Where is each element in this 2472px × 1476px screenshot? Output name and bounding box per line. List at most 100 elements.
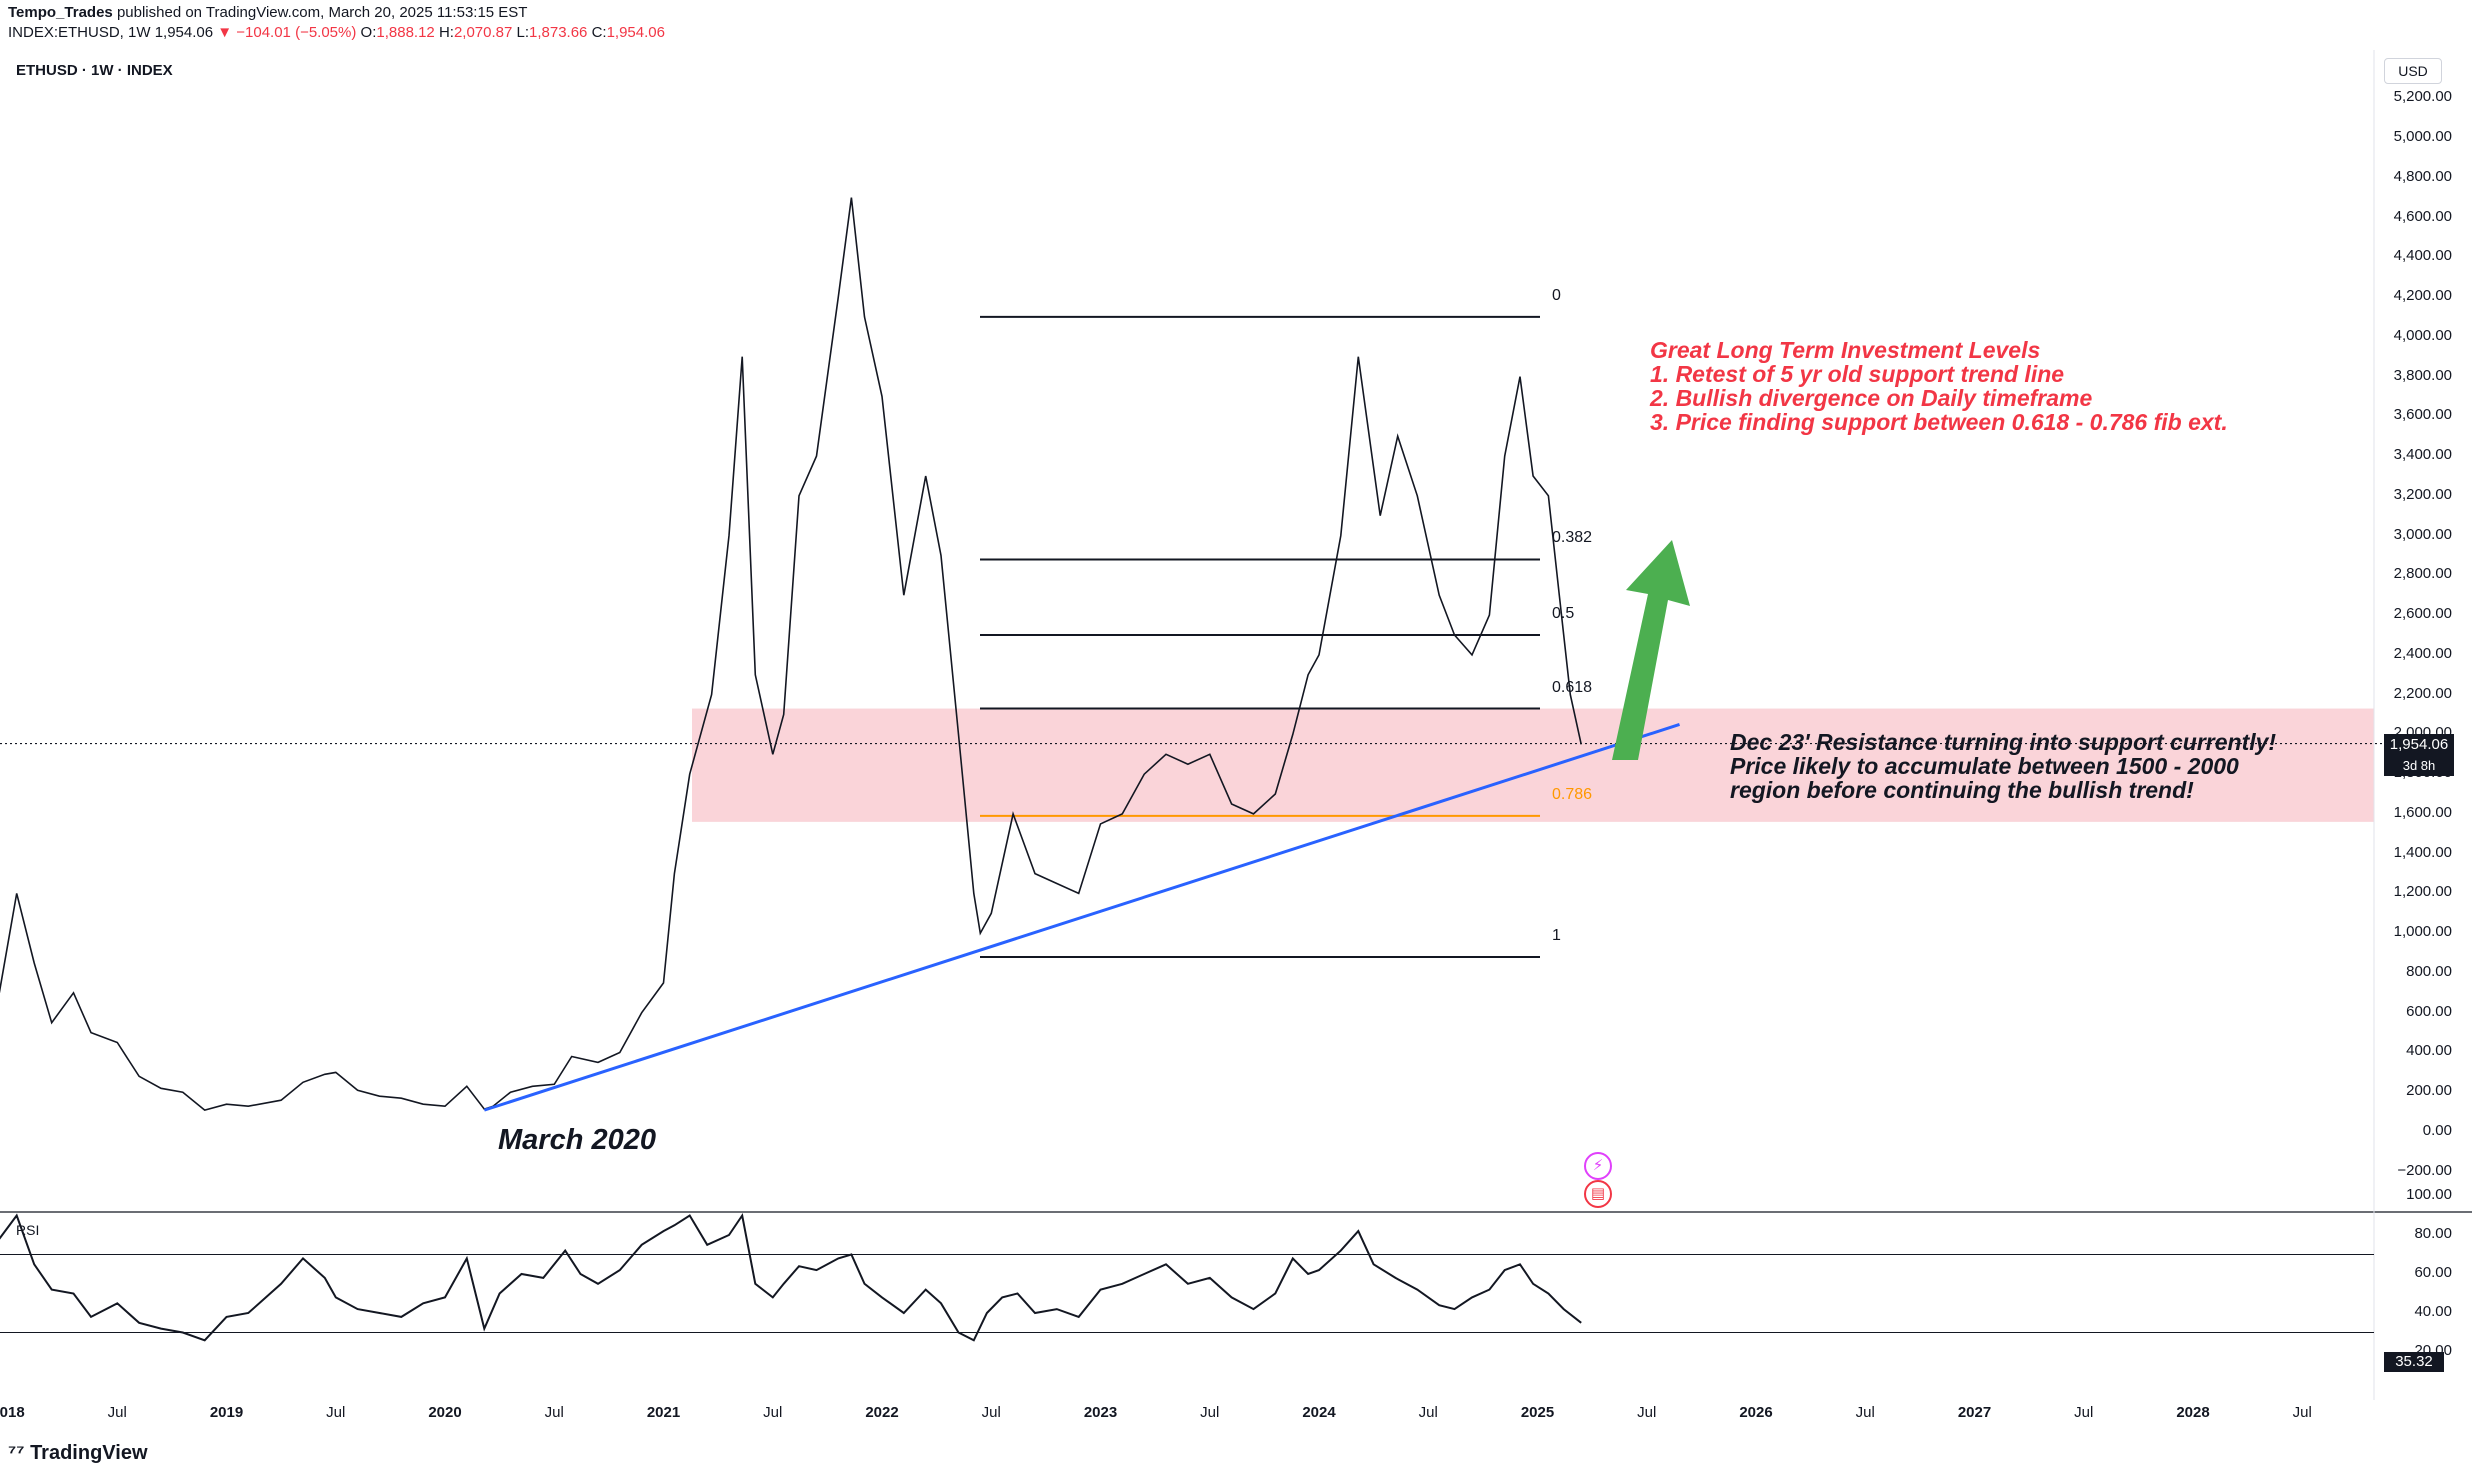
note-line: 2. Bullish divergence on Daily timeframe — [1650, 385, 2093, 411]
last-price: 1,954.06 — [154, 24, 214, 41]
price-tick-label: 1,600.00 — [2393, 803, 2452, 821]
price-tick-label: 2,800.00 — [2393, 565, 2452, 583]
publish-info: Tempo_Trades published on TradingView.co… — [8, 4, 527, 21]
close-label: C: — [591, 24, 607, 41]
time-tick-label: Jul — [544, 1404, 564, 1421]
time-tick-label: Jul — [1200, 1404, 1220, 1421]
high-value: 2,070.87 — [453, 24, 513, 41]
time-tick-label: Jul — [326, 1404, 346, 1421]
rsi-tick-label: 80.00 — [2414, 1225, 2452, 1242]
high-label: H: — [438, 24, 454, 41]
price-tick-label: 800.00 — [2406, 962, 2452, 980]
time-tick-label: Jul — [1855, 1404, 1875, 1421]
lightning-icon[interactable]: ⚡ — [1584, 1152, 1612, 1180]
fib-level-label: 0.382 — [1552, 529, 1593, 547]
time-tick-label: 2026 — [1739, 1404, 1773, 1421]
note-line: 3. Price finding support between 0.618 -… — [1650, 409, 2228, 435]
support-zone — [692, 708, 2374, 822]
price-tick-label: 3,600.00 — [2393, 406, 2452, 424]
brand-name: TradingView — [30, 1442, 148, 1464]
close-value: 1,954.06 — [606, 24, 665, 41]
price-tick-label: 5,200.00 — [2393, 88, 2452, 106]
last-price-tag: 1,954.06 — [2384, 734, 2454, 756]
time-tick-label: Jul — [2074, 1404, 2094, 1421]
note-line: Great Long Term Investment Levels — [1650, 337, 2041, 363]
price-tick-label: 3,800.00 — [2393, 366, 2452, 384]
chart-legend-title[interactable]: ETHUSD · 1W · INDEX — [16, 62, 173, 79]
time-tick-label: 2018 — [0, 1404, 25, 1421]
price-tick-label: 3,200.00 — [2393, 485, 2452, 503]
price-tick-label: 1,200.00 — [2393, 883, 2452, 901]
price-tick-label: 4,600.00 — [2393, 207, 2452, 225]
price-tick-label: −200.00 — [2397, 1161, 2452, 1179]
time-tick-label: 2024 — [1302, 1404, 1336, 1421]
time-tick-label: 2019 — [209, 1404, 244, 1421]
time-tick-label: 2027 — [1957, 1404, 1992, 1421]
rsi-series — [0, 1212, 1582, 1342]
bullish-arrow[interactable] — [1612, 540, 1690, 760]
price-tick-label: 0.00 — [2422, 1122, 2452, 1139]
price-tick-label: 600.00 — [2406, 1002, 2452, 1020]
price-change: ▼ −104.01 (−5.05%) — [217, 24, 357, 41]
price-tick-label: 1,400.00 — [2393, 843, 2452, 861]
fib-level-label: 1 — [1552, 927, 1561, 945]
price-tick-label: 200.00 — [2406, 1082, 2452, 1100]
rsi-tick-label: 60.00 — [2414, 1264, 2452, 1281]
price-tick-label: 4,400.00 — [2393, 247, 2452, 265]
fibonacci-extension[interactable] — [980, 315, 1540, 959]
time-tick-label: Jul — [981, 1404, 1001, 1421]
rsi-title[interactable]: RSI — [16, 1222, 40, 1238]
price-tick-label: 2,400.00 — [2393, 644, 2452, 662]
time-tick-label: 2028 — [2176, 1404, 2210, 1421]
open-label: O: — [360, 24, 377, 41]
bar-countdown: 3d 8h — [2384, 756, 2454, 776]
author[interactable]: Tempo_Trades — [8, 4, 113, 21]
investment-levels-note[interactable]: Great Long Term Investment Levels 1. Ret… — [1650, 338, 2228, 434]
time-tick-label: 2022 — [865, 1404, 899, 1421]
fib-level-label: 0.618 — [1552, 678, 1593, 696]
price-tick-label: 3,000.00 — [2393, 525, 2452, 543]
time-tick-label: Jul — [107, 1404, 127, 1421]
support-note[interactable]: Dec 23' Resistance turning into support … — [1730, 730, 2276, 802]
price-tick-label: 4,000.00 — [2393, 326, 2452, 344]
note-line: 1. Retest of 5 yr old support trend line — [1650, 361, 2065, 387]
published-date: published on TradingView.com, March 20, … — [116, 4, 528, 21]
price-tick-label: 4,200.00 — [2393, 287, 2452, 305]
price-tick-label: 400.00 — [2406, 1042, 2452, 1060]
time-tick-label: Jul — [1637, 1404, 1657, 1421]
march-2020-label[interactable]: March 2020 — [498, 1124, 656, 1156]
open-value: 1,888.12 — [376, 24, 435, 41]
low-value: 1,873.66 — [529, 24, 588, 41]
rsi-tick-label: 100.00 — [2406, 1186, 2452, 1203]
ohlc-bar: INDEX:ETHUSD, 1W 1,954.06 ▼ −104.01 (−5.… — [8, 24, 665, 41]
price-tick-label: 4,800.00 — [2393, 167, 2452, 185]
time-tick-label: Jul — [763, 1404, 783, 1421]
us-flag-icon[interactable]: ▤ — [1584, 1180, 1612, 1208]
currency-button[interactable]: USD — [2384, 58, 2442, 84]
rsi-value-tag: 35.32 — [2384, 1352, 2444, 1372]
time-tick-label: Jul — [2292, 1404, 2312, 1421]
note-line: Price likely to accumulate between 1500 … — [1730, 753, 2239, 779]
price-tick-label: 1,000.00 — [2393, 923, 2452, 941]
price-series — [0, 197, 1582, 1111]
price-tick-label: 2,200.00 — [2393, 684, 2452, 702]
note-line: Dec 23' Resistance turning into support … — [1730, 729, 2277, 755]
time-tick-label: Jul — [1418, 1404, 1438, 1421]
time-tick-label: 2025 — [1520, 1404, 1555, 1421]
tv-logo-icon: ⁷⁷ — [8, 1442, 31, 1464]
time-tick-label: 2023 — [1083, 1404, 1118, 1421]
tradingview-logo[interactable]: ⁷⁷ TradingView — [8, 1442, 148, 1465]
price-tick-label: 5,000.00 — [2393, 128, 2452, 145]
time-tick-label: 2020 — [428, 1404, 462, 1421]
low-label: L: — [516, 24, 530, 41]
support-trend-line[interactable] — [483, 723, 1680, 1112]
price-tick-label: 3,400.00 — [2393, 446, 2452, 464]
symbol-line: INDEX:ETHUSD, 1W — [8, 24, 151, 41]
note-line: region before continuing the bullish tre… — [1730, 777, 2194, 803]
fib-level-label: 0.786 — [1552, 785, 1593, 803]
fib-level-label: 0.5 — [1552, 605, 1575, 622]
price-tick-label: 2,600.00 — [2393, 605, 2452, 623]
rsi-tick-label: 40.00 — [2414, 1303, 2452, 1320]
time-tick-label: 2021 — [646, 1404, 681, 1421]
